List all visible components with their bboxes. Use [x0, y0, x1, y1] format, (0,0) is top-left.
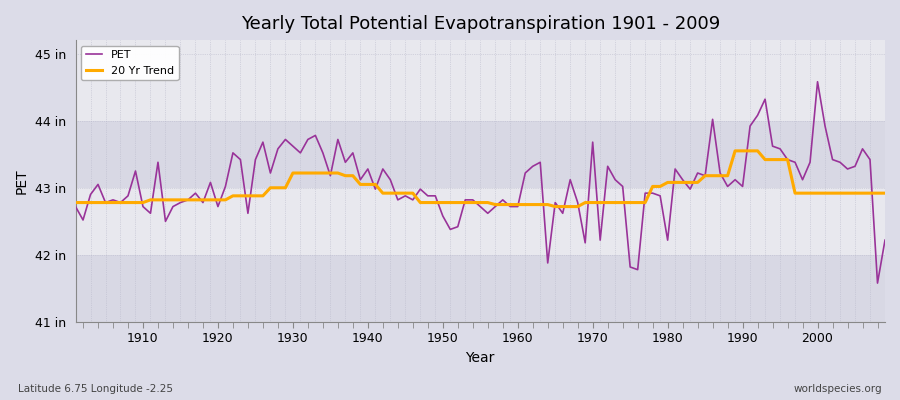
20 Yr Trend: [572, 204, 583, 209]
20 Yr Trend: [640, 200, 651, 205]
20 Yr Trend: [340, 173, 351, 178]
20 Yr Trend: [482, 200, 493, 205]
Line: PET: PET: [76, 82, 885, 283]
20 Yr Trend: [654, 184, 665, 189]
20 Yr Trend: [730, 148, 741, 153]
20 Yr Trend: [415, 200, 426, 205]
PET: [602, 164, 613, 169]
20 Yr Trend: [752, 148, 763, 153]
20 Yr Trend: [722, 173, 733, 178]
20 Yr Trend: [370, 182, 381, 187]
Bar: [76, 255, 885, 322]
Title: Yearly Total Potential Evapotranspiration 1901 - 2009: Yearly Total Potential Evapotranspiratio…: [240, 15, 720, 33]
20 Yr Trend: [408, 191, 418, 196]
20 Yr Trend: [265, 185, 275, 190]
Bar: [76, 54, 885, 121]
PET: [340, 160, 351, 165]
Text: worldspecies.org: worldspecies.org: [794, 384, 882, 394]
20 Yr Trend: [490, 202, 500, 207]
Y-axis label: PET: PET: [15, 168, 29, 194]
Text: Latitude 6.75 Longitude -2.25: Latitude 6.75 Longitude -2.25: [18, 384, 173, 394]
20 Yr Trend: [550, 204, 561, 209]
20 Yr Trend: [145, 198, 156, 202]
20 Yr Trend: [347, 173, 358, 178]
20 Yr Trend: [355, 182, 365, 187]
20 Yr Trend: [377, 191, 388, 196]
20 Yr Trend: [257, 194, 268, 198]
20 Yr Trend: [699, 173, 710, 178]
PET: [812, 79, 823, 84]
PET: [130, 169, 141, 174]
20 Yr Trend: [138, 200, 148, 205]
20 Yr Trend: [782, 157, 793, 162]
Bar: [76, 188, 885, 255]
PET: [872, 281, 883, 286]
20 Yr Trend: [610, 200, 621, 205]
20 Yr Trend: [543, 202, 553, 207]
20 Yr Trend: [760, 157, 770, 162]
Legend: PET, 20 Yr Trend: PET, 20 Yr Trend: [81, 46, 179, 80]
20 Yr Trend: [70, 200, 81, 205]
Bar: [76, 121, 885, 188]
20 Yr Trend: [220, 198, 230, 202]
20 Yr Trend: [662, 180, 673, 185]
X-axis label: Year: Year: [465, 351, 495, 365]
PET: [879, 238, 890, 242]
20 Yr Trend: [879, 191, 890, 196]
20 Yr Trend: [228, 194, 238, 198]
20 Yr Trend: [287, 171, 298, 176]
20 Yr Trend: [332, 171, 343, 176]
PET: [295, 150, 306, 155]
20 Yr Trend: [692, 180, 703, 185]
20 Yr Trend: [647, 184, 658, 189]
20 Yr Trend: [580, 200, 590, 205]
PET: [512, 204, 523, 209]
Line: 20 Yr Trend: 20 Yr Trend: [76, 151, 885, 206]
PET: [505, 204, 516, 209]
20 Yr Trend: [789, 191, 800, 196]
20 Yr Trend: [280, 185, 291, 190]
20 Yr Trend: [602, 200, 613, 205]
PET: [70, 204, 81, 209]
